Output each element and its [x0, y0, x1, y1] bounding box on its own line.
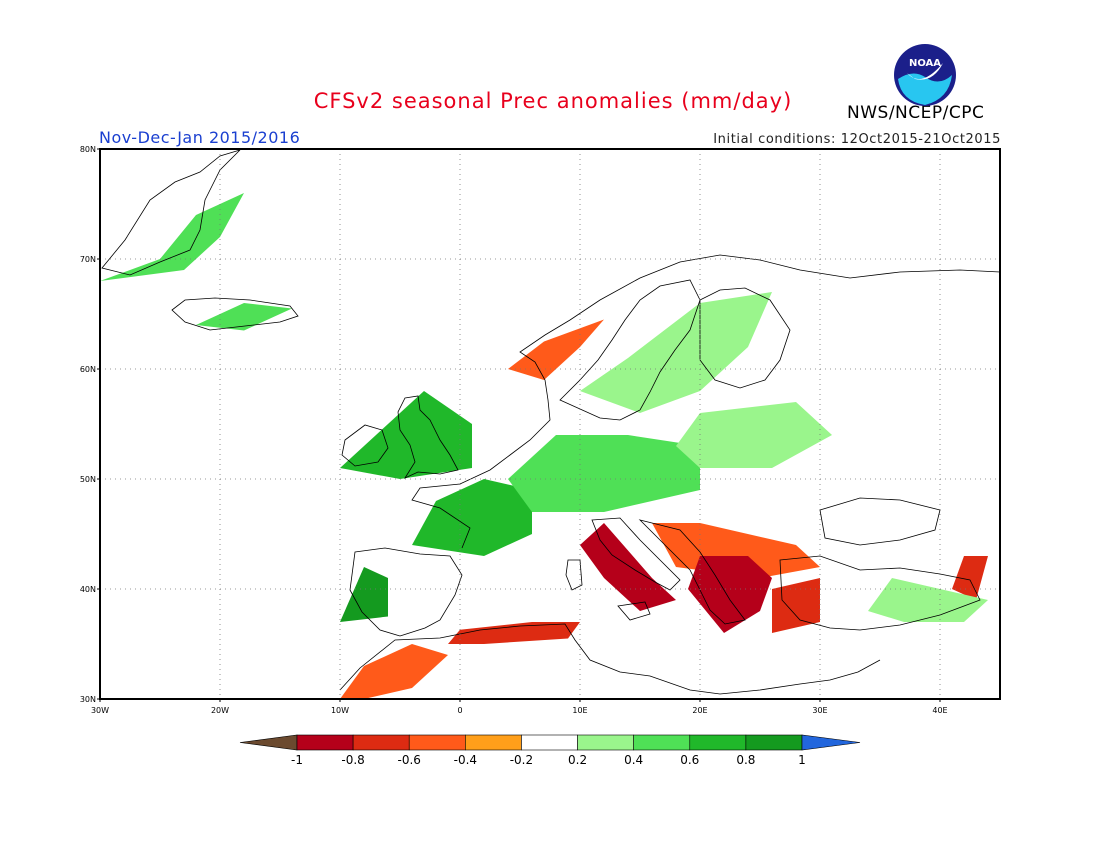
colorbar-label: 0.8: [736, 753, 755, 767]
lon-tick-label: 10E: [572, 706, 587, 715]
mainland-europe-coast: [411, 254, 1001, 549]
colorbar-label: 1: [798, 753, 806, 767]
balkan-coast: [638, 519, 746, 625]
lat-tick-label: 40N: [80, 585, 96, 594]
colorbar-label: -0.4: [454, 753, 477, 767]
lon-tick-label: 30W: [91, 706, 109, 715]
colorbar-segment: [521, 734, 578, 751]
lat-tick-label: 70N: [80, 255, 96, 264]
north-africa-coast: [339, 623, 881, 695]
anomaly-region: [508, 435, 700, 512]
graticule: [100, 149, 1000, 699]
anomaly-region: [340, 391, 472, 479]
colorbar-segment: [577, 734, 634, 751]
anomaly-region: [196, 303, 292, 331]
anomaly-region: [412, 479, 532, 556]
anomaly-region: [340, 567, 388, 622]
map-frame: [99, 148, 1001, 700]
colorbar-label: -1: [291, 753, 303, 767]
sicily-coast: [617, 601, 651, 621]
anomaly-region: [688, 556, 772, 633]
lat-tick-label: 30N: [80, 695, 96, 704]
colorbar: -1 -0.8 -0.6 -0.4 -0.2 0.2 0.4 0.6 0.8 1: [239, 734, 861, 767]
colorbar-segment: [296, 734, 354, 751]
anomaly-layer: [100, 193, 988, 699]
colorbar-label: 0.6: [680, 753, 699, 767]
anomaly-region: [676, 402, 832, 468]
ireland-coast: [341, 424, 389, 467]
iceland-coast: [171, 297, 299, 331]
lon-tick-label: 0: [457, 706, 462, 715]
anomaly-region: [652, 523, 820, 578]
lat-tick-label: 80N: [80, 145, 96, 154]
anomaly-region: [100, 193, 244, 281]
colorbar-label: 0.4: [624, 753, 643, 767]
initial-conditions-label: Initial conditions: 12Oct2015-21Oct2015: [713, 132, 1001, 147]
anomaly-region: [580, 292, 772, 413]
lon-tick-label: 40E: [932, 706, 947, 715]
colorbar-label: -0.2: [510, 753, 533, 767]
period-label: Nov-Dec-Jan 2015/2016: [99, 128, 301, 147]
iberia-coast: [349, 547, 463, 637]
lon-tick-label: 30E: [812, 706, 827, 715]
colorbar-label: 0.2: [568, 753, 587, 767]
anomaly-region: [868, 578, 988, 622]
colorbar-segment: [352, 734, 410, 751]
lon-tick-label: 20W: [211, 706, 229, 715]
colorbar-segment: [689, 734, 747, 751]
italy-coast: [591, 517, 681, 591]
lat-tick-label: 50N: [80, 475, 96, 484]
anomaly-region: [448, 622, 580, 644]
svg-text:NOAA: NOAA: [909, 58, 941, 69]
black-sea-coast: [819, 497, 941, 546]
colorbar-high-arrow: [801, 734, 861, 751]
britain-coast: [397, 395, 459, 479]
colorbar-label: -0.8: [341, 753, 364, 767]
anomaly-region: [340, 644, 448, 699]
colorbar-segment: [465, 734, 522, 751]
lon-tick-label: 10W: [331, 706, 349, 715]
colorbar-segment: [408, 734, 466, 751]
axis-labels: 30N 40N 50N 60N 70N 80N 30W 20W 10W 0 10E 20E 30E 40E: [80, 145, 948, 715]
lat-tick-label: 60N: [80, 365, 96, 374]
colorbar-low-arrow: [239, 734, 298, 751]
greenland-coast: [101, 149, 241, 276]
noaa-logo-icon: NOAA: [894, 44, 956, 106]
lon-tick-label: 20E: [692, 706, 707, 715]
colorbar-label: -0.6: [398, 753, 421, 767]
anomaly-region: [772, 578, 820, 633]
agency-label: NWS/NCEP/CPC: [847, 103, 985, 123]
turkey-coast: [779, 555, 981, 631]
coastline-layer: [101, 149, 1001, 695]
colorbar-segment: [745, 734, 803, 751]
sardinia-coast: [565, 559, 583, 591]
colorbar-segment: [633, 734, 691, 751]
chart-title: CFSv2 seasonal Prec anomalies (mm/day): [313, 89, 793, 113]
